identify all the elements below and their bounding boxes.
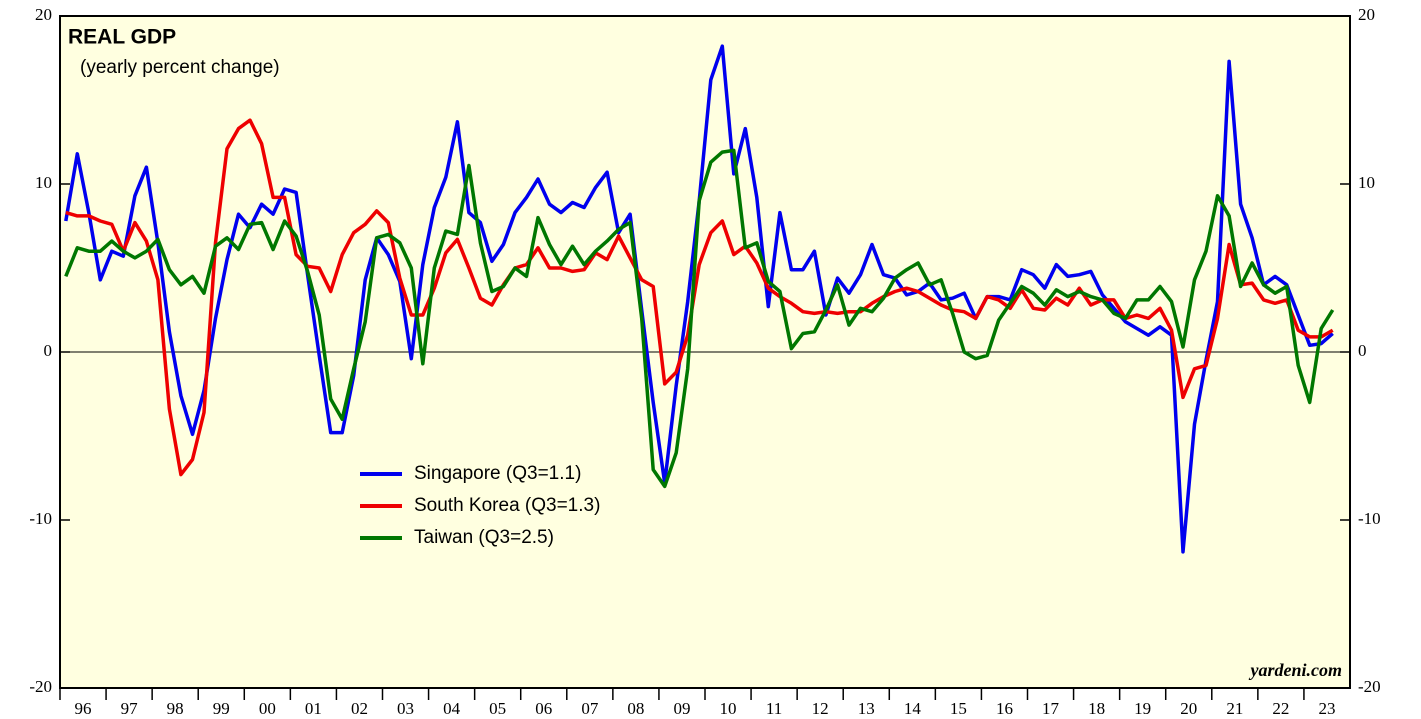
x-tick-label: 22 bbox=[1272, 699, 1289, 718]
x-tick-label: 00 bbox=[259, 699, 276, 718]
source: yardeni.com bbox=[1249, 660, 1343, 680]
y2-tick-label: -10 bbox=[1358, 509, 1381, 528]
x-tick-label: 03 bbox=[397, 699, 414, 718]
x-tick-label: 10 bbox=[720, 699, 737, 718]
x-tick-label: 04 bbox=[443, 699, 461, 718]
chart-title: REAL GDP bbox=[68, 26, 176, 49]
x-tick-label: 11 bbox=[766, 699, 782, 718]
x-tick-label: 01 bbox=[305, 699, 322, 718]
x-tick-label: 17 bbox=[1042, 699, 1060, 718]
x-tick-label: 06 bbox=[535, 699, 552, 718]
y2-tick-label: 20 bbox=[1358, 5, 1375, 24]
x-tick-label: 16 bbox=[996, 699, 1013, 718]
legend-label: South Korea (Q3=1.3) bbox=[414, 495, 600, 516]
x-tick-label: 96 bbox=[75, 699, 92, 718]
x-tick-label: 07 bbox=[581, 699, 599, 718]
y-tick-label: -20 bbox=[29, 677, 52, 696]
x-tick-label: 12 bbox=[812, 699, 829, 718]
series-line bbox=[64, 148, 1335, 489]
x-tick-label: 09 bbox=[673, 699, 690, 718]
x-tick-label: 13 bbox=[858, 699, 875, 718]
x-tick-label: 99 bbox=[213, 699, 230, 718]
x-tick-label: 21 bbox=[1226, 699, 1243, 718]
x-tick-label: 02 bbox=[351, 699, 368, 718]
x-tick-label: 15 bbox=[950, 699, 967, 718]
x-tick-label: 18 bbox=[1088, 699, 1105, 718]
chart-subtitle: (yearly percent change) bbox=[80, 57, 280, 78]
x-tick-label: 05 bbox=[489, 699, 506, 718]
legend-label: Taiwan (Q3=2.5) bbox=[414, 527, 554, 548]
x-tick-label: 08 bbox=[627, 699, 644, 718]
x-tick-label: 20 bbox=[1180, 699, 1197, 718]
y-tick-label: -10 bbox=[29, 509, 52, 528]
y2-tick-label: 10 bbox=[1358, 173, 1375, 192]
y2-tick-label: -20 bbox=[1358, 677, 1381, 696]
legend-label: Singapore (Q3=1.1) bbox=[414, 463, 581, 484]
series-line bbox=[65, 118, 1334, 477]
x-tick-label: 23 bbox=[1318, 699, 1335, 718]
x-tick-label: 14 bbox=[904, 699, 922, 718]
x-tick-label: 19 bbox=[1134, 699, 1151, 718]
x-tick-label: 98 bbox=[167, 699, 184, 718]
y-tick-label: 10 bbox=[35, 173, 52, 192]
y2-tick-label: 0 bbox=[1358, 341, 1367, 360]
x-tick-label: 97 bbox=[121, 699, 139, 718]
y-tick-label: 20 bbox=[35, 5, 52, 24]
y-tick-label: 0 bbox=[44, 341, 53, 360]
